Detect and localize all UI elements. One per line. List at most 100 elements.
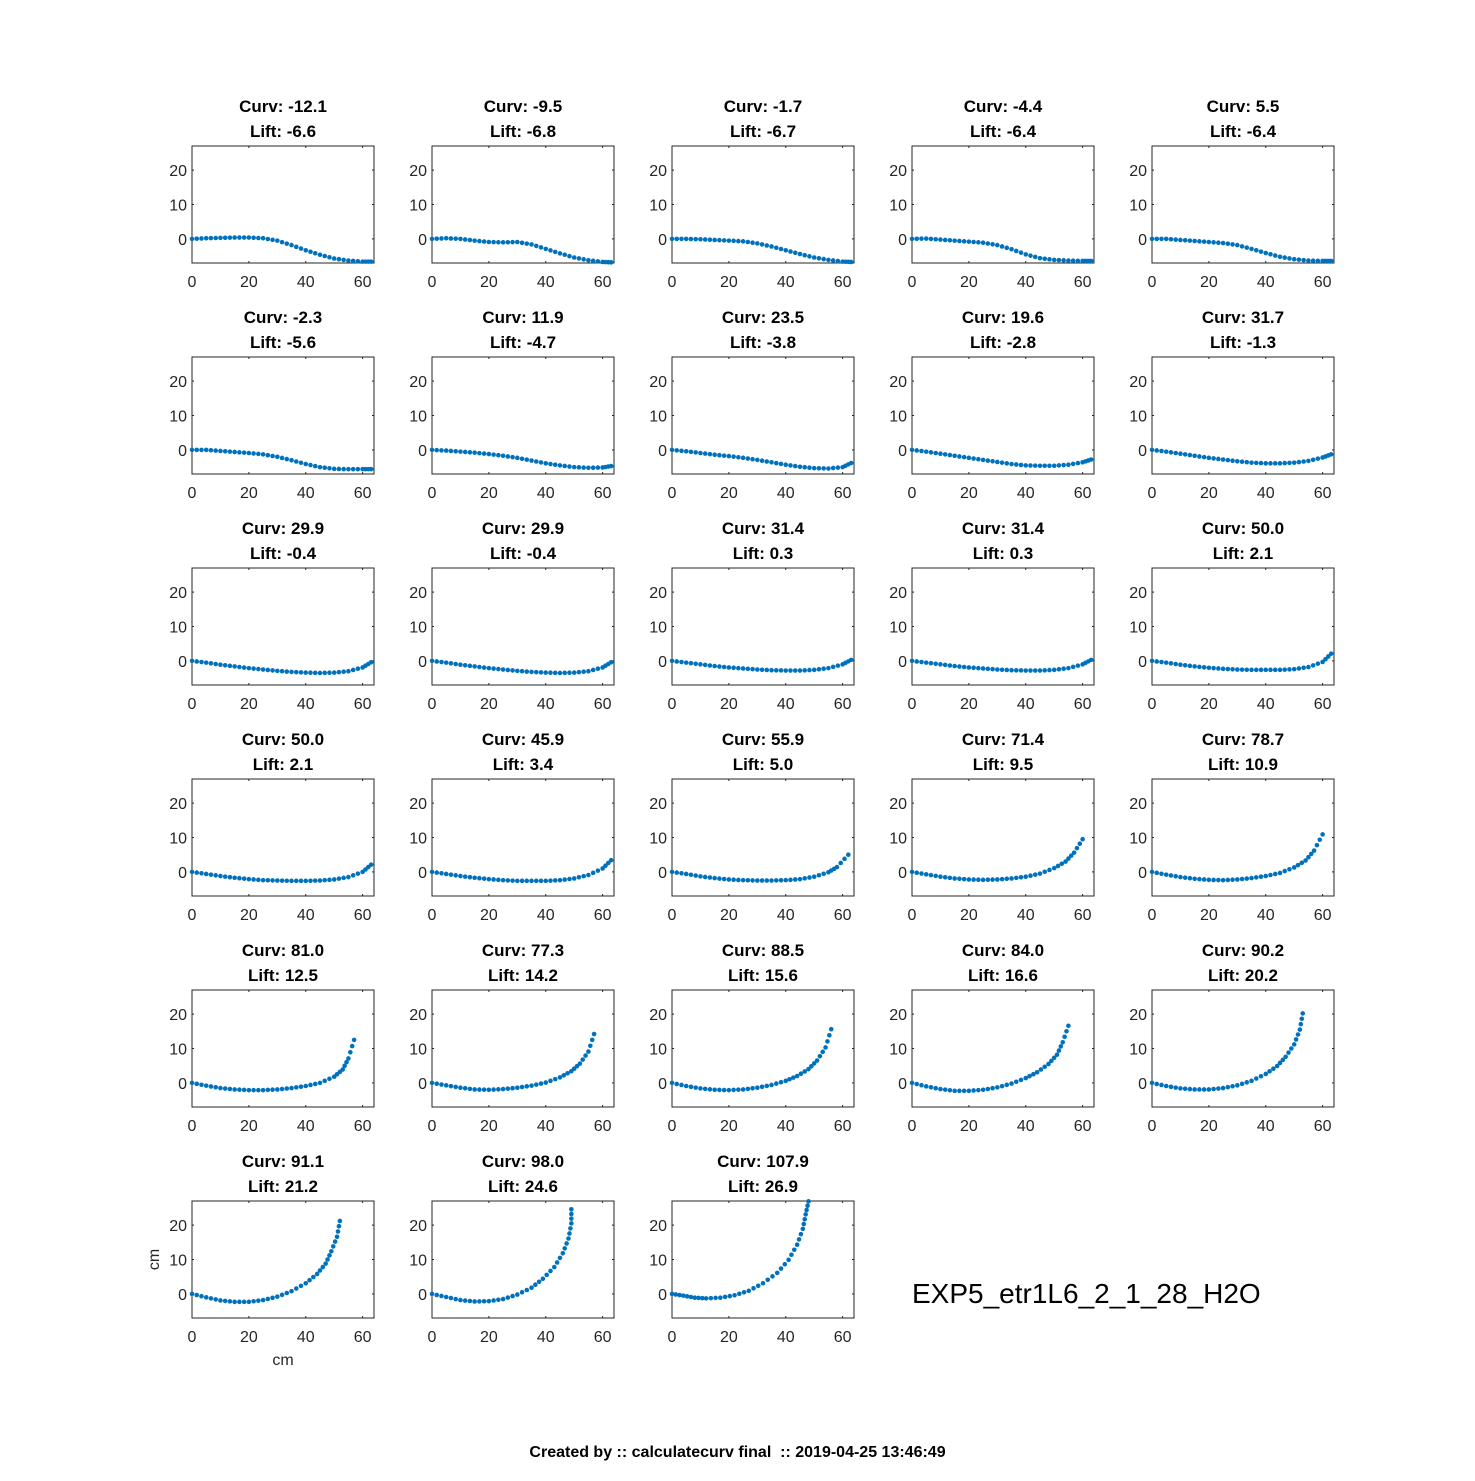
data-point (293, 244, 299, 250)
data-point (552, 878, 558, 883)
data-point (1070, 461, 1076, 467)
data-point (961, 876, 967, 882)
data-point (544, 1272, 549, 1278)
data-point (237, 664, 242, 670)
panel-lift-title: Lift: -2.8 (970, 333, 1036, 352)
data-point (923, 660, 929, 665)
data-point (807, 465, 812, 470)
x-tick-label: 20 (720, 274, 738, 291)
experiment-label: EXP5_etr1L6_2_1_28_H2O (912, 1278, 1261, 1309)
data-point (985, 1086, 991, 1092)
data-point (708, 1295, 714, 1301)
y-tick-label: 0 (418, 232, 427, 249)
data-point (589, 1037, 595, 1043)
data-point (199, 870, 204, 876)
x-tick-label: 60 (1074, 274, 1092, 291)
data-point (1230, 877, 1235, 883)
y-tick-label: 10 (409, 198, 427, 215)
data-point (1311, 848, 1317, 853)
panel-lift-title: Lift: 24.6 (488, 1177, 558, 1196)
data-point (740, 666, 746, 671)
y-tick-label: 10 (889, 831, 907, 848)
data-point (1077, 841, 1083, 846)
data-point (481, 239, 487, 244)
data-point (745, 456, 751, 461)
data-point (1239, 876, 1245, 882)
data-point (222, 1086, 228, 1091)
data-point (1249, 667, 1254, 673)
data-point (825, 1039, 830, 1044)
data-point (1056, 463, 1062, 468)
data-point (481, 876, 487, 881)
data-point (717, 876, 722, 881)
y-tick-label: 10 (409, 620, 427, 637)
data-point (567, 876, 572, 882)
y-tick-label: 10 (649, 620, 667, 637)
data-point (802, 1069, 808, 1074)
data-point (952, 876, 957, 881)
x-tick-label: 0 (668, 1118, 677, 1135)
data-point (814, 1058, 820, 1063)
x-tick-label: 20 (720, 1329, 738, 1346)
data-point (275, 1087, 280, 1092)
data-point (1042, 1064, 1048, 1070)
data-point (232, 875, 237, 881)
data-point (439, 1293, 444, 1299)
y-tick-label: 10 (409, 1253, 427, 1270)
data-point (1047, 463, 1052, 469)
data-point (1306, 854, 1311, 860)
y-tick-label: 20 (169, 796, 187, 813)
data-point (536, 1279, 542, 1285)
data-point (322, 465, 328, 470)
data-point (1027, 1073, 1032, 1079)
data-point (368, 659, 374, 665)
data-point (467, 450, 473, 455)
y-tick-label: 10 (1129, 620, 1147, 637)
panel-lift-title: Lift: 26.9 (728, 1177, 798, 1196)
data-point (232, 1087, 237, 1092)
data-point (434, 659, 440, 664)
x-tick-label: 20 (1200, 1118, 1218, 1135)
y-tick-label: 20 (649, 374, 667, 391)
data-point (1216, 1086, 1221, 1091)
data-point (298, 1084, 304, 1089)
data-point (732, 1292, 737, 1298)
data-point (1013, 248, 1019, 254)
data-point (368, 259, 374, 264)
data-point (298, 460, 304, 466)
data-point (279, 455, 285, 461)
data-point (731, 665, 736, 671)
data-point (811, 667, 817, 673)
data-point (227, 874, 233, 880)
data-point (548, 248, 553, 253)
data-point (458, 236, 463, 242)
data-point (838, 860, 844, 866)
data-point (707, 1087, 713, 1092)
data-point (275, 1294, 280, 1299)
data-point (194, 870, 200, 875)
data-point (783, 668, 789, 673)
data-point (1268, 251, 1273, 257)
data-point (1154, 870, 1160, 876)
data-point (515, 239, 520, 245)
data-point (1300, 1011, 1306, 1016)
x-tick-label: 60 (1074, 907, 1092, 924)
data-point (980, 457, 986, 463)
data-point (1225, 877, 1231, 883)
data-point (797, 251, 803, 257)
data-point (707, 875, 713, 880)
panel-curv-title: Curv: 81.0 (242, 941, 324, 960)
data-point (481, 1087, 487, 1092)
data-point (712, 875, 717, 881)
data-point (1287, 866, 1292, 872)
data-point (1230, 242, 1235, 247)
y-tick-label: 0 (178, 1287, 187, 1304)
data-point (1061, 666, 1066, 672)
data-point (702, 874, 708, 880)
data-point (566, 1236, 571, 1241)
data-point (726, 238, 732, 243)
data-point (1253, 667, 1259, 673)
x-tick-label: 0 (1148, 907, 1157, 924)
data-point (331, 877, 337, 882)
data-point (693, 450, 698, 455)
